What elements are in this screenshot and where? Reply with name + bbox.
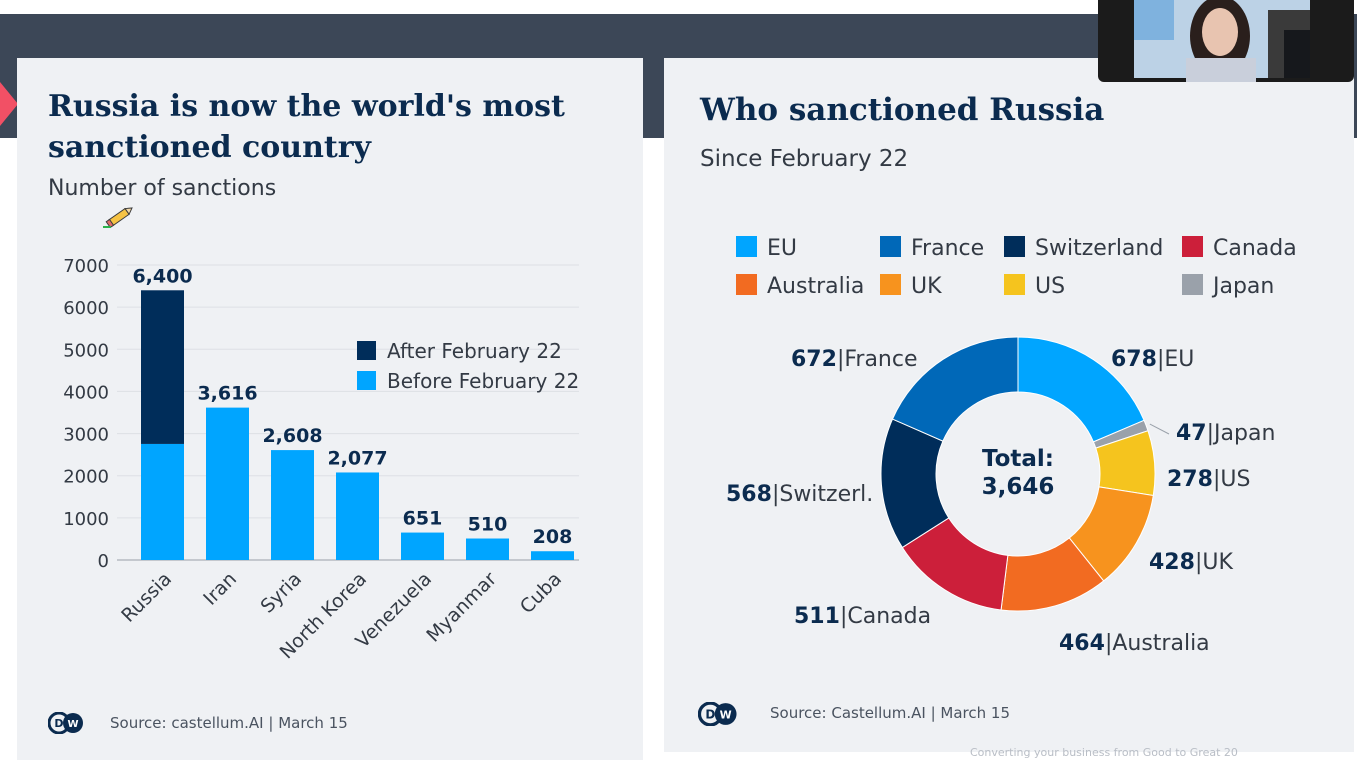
bar-chart: 0 1000 2000 3000 4000 5000 6000 7000 6,400 Russia… [63,256,579,663]
x-tick-label: Syria [257,568,307,618]
donut-label-switzerland: 568|Switzerl. [726,482,873,507]
webcam-video [1098,0,1354,82]
legend-label: EU [767,236,797,261]
dw-logo-icon: D W [48,712,83,734]
legend-swatch [1004,236,1025,257]
svg-text:W: W [720,708,732,721]
y-tick-label: 1000 [63,509,109,530]
donut-label-japan: 47|Japan [1176,421,1275,446]
bar-value-label: 510 [468,514,508,536]
legend-label: US [1035,274,1065,299]
svg-text:W: W [67,719,78,730]
x-tick-label: Iran [199,568,241,610]
bar-north-korea-0 [336,472,379,560]
bar-value-label: 651 [403,508,443,530]
legend-swatch [1004,274,1025,295]
bar-iran-0 [206,407,249,560]
bar-cuba-0 [531,551,574,560]
donut-label-us: 278|US [1167,467,1250,492]
bar-chart-panel: Russia is now the world's most sanctione… [17,58,643,760]
y-tick-label: 4000 [63,382,109,403]
legend-swatch [736,274,757,295]
bar-chart-source: Source: castellum.AI | March 15 [110,714,348,732]
donut-label-uk: 428|UK [1149,550,1233,575]
x-tick-label: Myanmar [422,568,501,647]
svg-text:D: D [54,717,63,730]
slide-accent-shape [0,82,18,126]
x-tick-label: Russia [117,568,176,627]
donut-label-france: 672|France [791,347,918,372]
y-tick-label: 2000 [63,467,109,488]
donut-chart-title: Who sanctioned Russia [700,92,1105,128]
legend-label: After February 22 [387,339,562,363]
y-tick-label: 6000 [63,298,109,319]
bar-value-label: 2,608 [262,425,322,447]
y-tick-label: 5000 [63,340,109,361]
legend-label: UK [911,274,942,299]
bar-syria-0 [271,450,314,560]
slide-footer-text: Converting your business from Good to Gr… [970,746,1238,759]
legend-label: France [911,236,984,261]
legend-swatch [1182,236,1203,257]
legend-swatch [357,341,376,360]
bar-russia-0 [141,443,184,560]
bar-value-label: 3,616 [197,383,257,405]
japan-leader-line [1149,423,1170,435]
donut-label-eu: 678|EU [1111,347,1194,372]
donut-label-australia: 464|Australia [1059,631,1210,656]
y-tick-label: 7000 [63,256,109,277]
legend-swatch [880,274,901,295]
y-tick-label: 0 [98,551,109,572]
legend-swatch [357,371,376,390]
donut-label-canada: 511|Canada [794,604,931,629]
bar-chart-title: Russia is now the world's most sanctione… [48,89,565,165]
dw-logo-icon: D W [698,702,737,726]
legend-label: Japan [1211,274,1274,299]
bar-value-label: 6,400 [132,265,192,287]
donut-chart-subtitle: Since February 22 [700,146,909,172]
donut-slice-france [891,336,1019,442]
legend-swatch [1182,274,1203,295]
x-tick-label: Cuba [516,568,566,618]
legend-label: Australia [767,274,864,299]
donut-center-label: Total: [982,446,1054,472]
donut-chart-source: Source: Castellum.AI | March 15 [770,704,1011,722]
donut-center-label: 3,646 [982,474,1055,500]
bar-chart-subtitle: Number of sanctions [48,176,277,201]
bar-value-label: 208 [533,526,573,548]
svg-text:D: D [705,707,715,721]
legend-label: Canada [1213,236,1297,261]
legend-swatch [880,236,901,257]
legend-label: Switzerland [1035,236,1163,261]
legend-swatch [736,236,757,257]
y-tick-label: 3000 [63,425,109,446]
donut-chart: EU France Switzerland Canada Australia UK US Ja… [726,236,1297,656]
pencil-icon [103,207,133,229]
bar-russia-1 [141,290,184,444]
webcam-person-image [1134,0,1310,82]
donut-chart-panel: Who sanctioned Russia Since February 22 … [664,58,1354,752]
legend-label: Before February 22 [387,369,579,393]
bar-venezuela-0 [401,532,444,560]
bar-value-label: 2,077 [327,447,387,469]
bar-myanmar-0 [466,538,509,560]
